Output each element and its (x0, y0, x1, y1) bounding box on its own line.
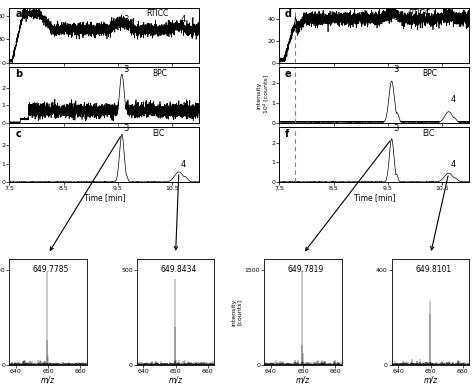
Text: 3: 3 (124, 15, 129, 24)
Text: 649.7785: 649.7785 (33, 265, 69, 274)
Y-axis label: intensity
·10⁴ [counts]: intensity ·10⁴ [counts] (257, 75, 268, 115)
Text: 4: 4 (181, 15, 186, 24)
Text: 649.8101: 649.8101 (415, 265, 451, 274)
X-axis label: m/z: m/z (424, 375, 438, 384)
Text: 3: 3 (124, 65, 129, 74)
Text: b: b (15, 69, 22, 79)
Text: 4: 4 (450, 159, 456, 169)
Text: min: min (473, 187, 474, 193)
X-axis label: m/z: m/z (41, 375, 55, 384)
Text: BPC: BPC (152, 69, 167, 78)
Text: a: a (15, 9, 22, 19)
Text: 3: 3 (393, 13, 399, 22)
Text: 3: 3 (124, 124, 129, 133)
Text: d: d (285, 9, 292, 19)
X-axis label: Time [min]: Time [min] (354, 192, 395, 202)
Text: 4: 4 (181, 159, 186, 169)
Text: 4: 4 (450, 13, 456, 22)
Text: 4: 4 (181, 102, 186, 111)
Text: 3: 3 (393, 124, 399, 133)
Text: 649.7819: 649.7819 (288, 265, 324, 274)
Text: 3: 3 (393, 65, 399, 74)
X-axis label: Time [min]: Time [min] (84, 192, 125, 202)
X-axis label: m/z: m/z (296, 375, 310, 384)
X-axis label: m/z: m/z (169, 375, 182, 384)
Text: c: c (15, 128, 21, 139)
Text: EIC: EIC (422, 128, 434, 138)
Text: 649.8434: 649.8434 (160, 265, 197, 274)
Text: EIC: EIC (152, 128, 164, 138)
Text: BPC: BPC (422, 69, 437, 78)
Text: 4: 4 (450, 95, 456, 104)
Text: RTICC: RTICC (409, 9, 431, 18)
Y-axis label: intensity
[counts]: intensity [counts] (231, 298, 242, 326)
Text: f: f (285, 128, 289, 139)
Text: RTICC: RTICC (146, 9, 169, 18)
Text: e: e (285, 69, 292, 79)
